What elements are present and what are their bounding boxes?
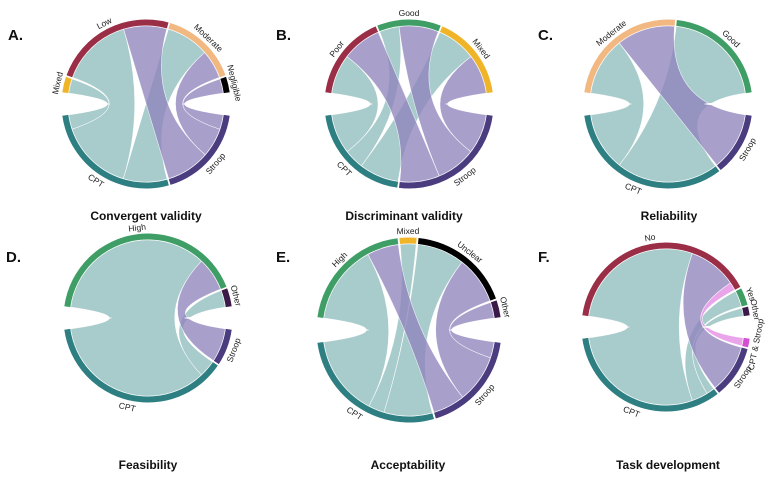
arc-negligible (220, 76, 230, 94)
panel-title: Discriminant validity (345, 209, 463, 223)
arc-stroop (168, 114, 230, 185)
arc-cpt (584, 114, 720, 189)
chord-ribbon-cpt-to-low (71, 28, 135, 180)
arc-cpt-and-stroop (742, 337, 750, 348)
arc-label-negligible: Negligible (225, 64, 243, 103)
arc-mixed (399, 237, 417, 244)
seam-gap-right (702, 323, 752, 331)
panel-title: Acceptability (371, 458, 446, 472)
chord-ribbon-cpt-to-moderate (590, 42, 644, 166)
panel-letter: C. (538, 27, 553, 44)
arc-label-other: Other (748, 298, 762, 321)
panel-letter: A. (8, 27, 23, 44)
chord-ribbon-stroop-to-high (177, 260, 226, 361)
chord-ribbons (590, 25, 746, 183)
arc-label-no: No (644, 231, 657, 243)
chord-ribbon-cpt-to-mixed (68, 78, 110, 130)
panel-title: Convergent validity (90, 209, 202, 223)
arc-cpt (325, 114, 399, 188)
arc-no (582, 242, 741, 317)
panel-a: A. Convergent validity StroopCPTMixedLow… (8, 15, 244, 223)
arc-mixed (439, 26, 493, 94)
arc-label-yes: Yes (744, 286, 758, 303)
arc-cpt (62, 114, 169, 189)
chord-ribbon-stroop-to-low (123, 25, 206, 180)
arc-high (317, 238, 399, 318)
seam-gap-left (60, 100, 110, 108)
arc-stroop (398, 114, 493, 189)
arc-label-mixed: Mixed (397, 226, 420, 236)
panel-title: Feasibility (119, 458, 178, 472)
chord-ribbon-stroop-to-moderate (618, 25, 746, 166)
seam-gap-right (184, 314, 234, 322)
chord-ribbon-stroop-to-good (398, 25, 472, 177)
arc-other (742, 306, 750, 317)
panel-letter: D. (6, 249, 21, 266)
arc-moderate (584, 19, 676, 94)
chord-ribbon-stroop-to-poor (346, 31, 440, 183)
arc-stroop (715, 347, 748, 393)
seam-gap-right (448, 326, 503, 334)
arc-yes (735, 288, 748, 307)
chord-ribbon-stroop-to-other (449, 302, 495, 359)
arc-label-high: High (128, 222, 147, 234)
panel-letter: B. (276, 27, 291, 44)
panel-f: F. Task development CPT & StroopStroopCP… (538, 231, 766, 472)
chord-ribbons (331, 25, 487, 183)
arc-mixed (62, 76, 72, 94)
chord-ribbons (70, 239, 226, 397)
arc-good (377, 19, 441, 32)
arc-poor (325, 26, 379, 94)
panel-letter: E. (276, 249, 290, 266)
chord-ribbon-cpt-to-high (323, 254, 389, 407)
arc-label-other: Other (498, 296, 513, 319)
arc-other (221, 288, 232, 308)
arc-unclear (417, 238, 496, 301)
panel-letter: F. (538, 249, 550, 266)
arc-stroop (434, 342, 501, 419)
seam-gap-right (704, 100, 754, 108)
arc-moderate (168, 23, 226, 78)
arc-cpt (582, 337, 718, 412)
chord-ribbon-cpt-to-unclear (383, 244, 463, 417)
seam-gap-left (580, 323, 630, 331)
chord-ribbons (68, 25, 224, 183)
seam-gap-right (445, 100, 495, 108)
panel-e: E. Acceptability StroopCPTHighMixedUncle… (276, 226, 513, 472)
seam-gap-left (62, 314, 112, 322)
seam-gap-left (582, 100, 632, 108)
chord-ribbon-cpt-to-no (588, 248, 693, 406)
arc-other (490, 300, 501, 318)
chord-ribbons (323, 243, 495, 417)
panel-b: B. Discriminant validity StroopCPTPoorGo… (276, 8, 495, 223)
chord-ribbon-cpt-to-poor (331, 56, 379, 153)
arc-high (64, 233, 227, 308)
seam-gap-left (315, 326, 370, 334)
arc-cpt (64, 328, 218, 403)
panel-title: Reliability (641, 209, 698, 223)
arc-stroop (213, 328, 232, 365)
arc-good (676, 19, 752, 94)
panel-title: Task development (616, 458, 720, 472)
arc-low (66, 19, 169, 78)
seam-gap-left (323, 100, 373, 108)
seam-gap-right (182, 100, 232, 108)
chord-ribbon-stroop-to-high (367, 244, 464, 413)
arc-label-good: Good (399, 8, 420, 18)
chord-ribbon-stroop-to-mixed (439, 56, 487, 153)
arc-stroop (716, 114, 752, 171)
arc-label-cpt: CPT (118, 400, 137, 414)
chord-ribbons (588, 248, 744, 406)
